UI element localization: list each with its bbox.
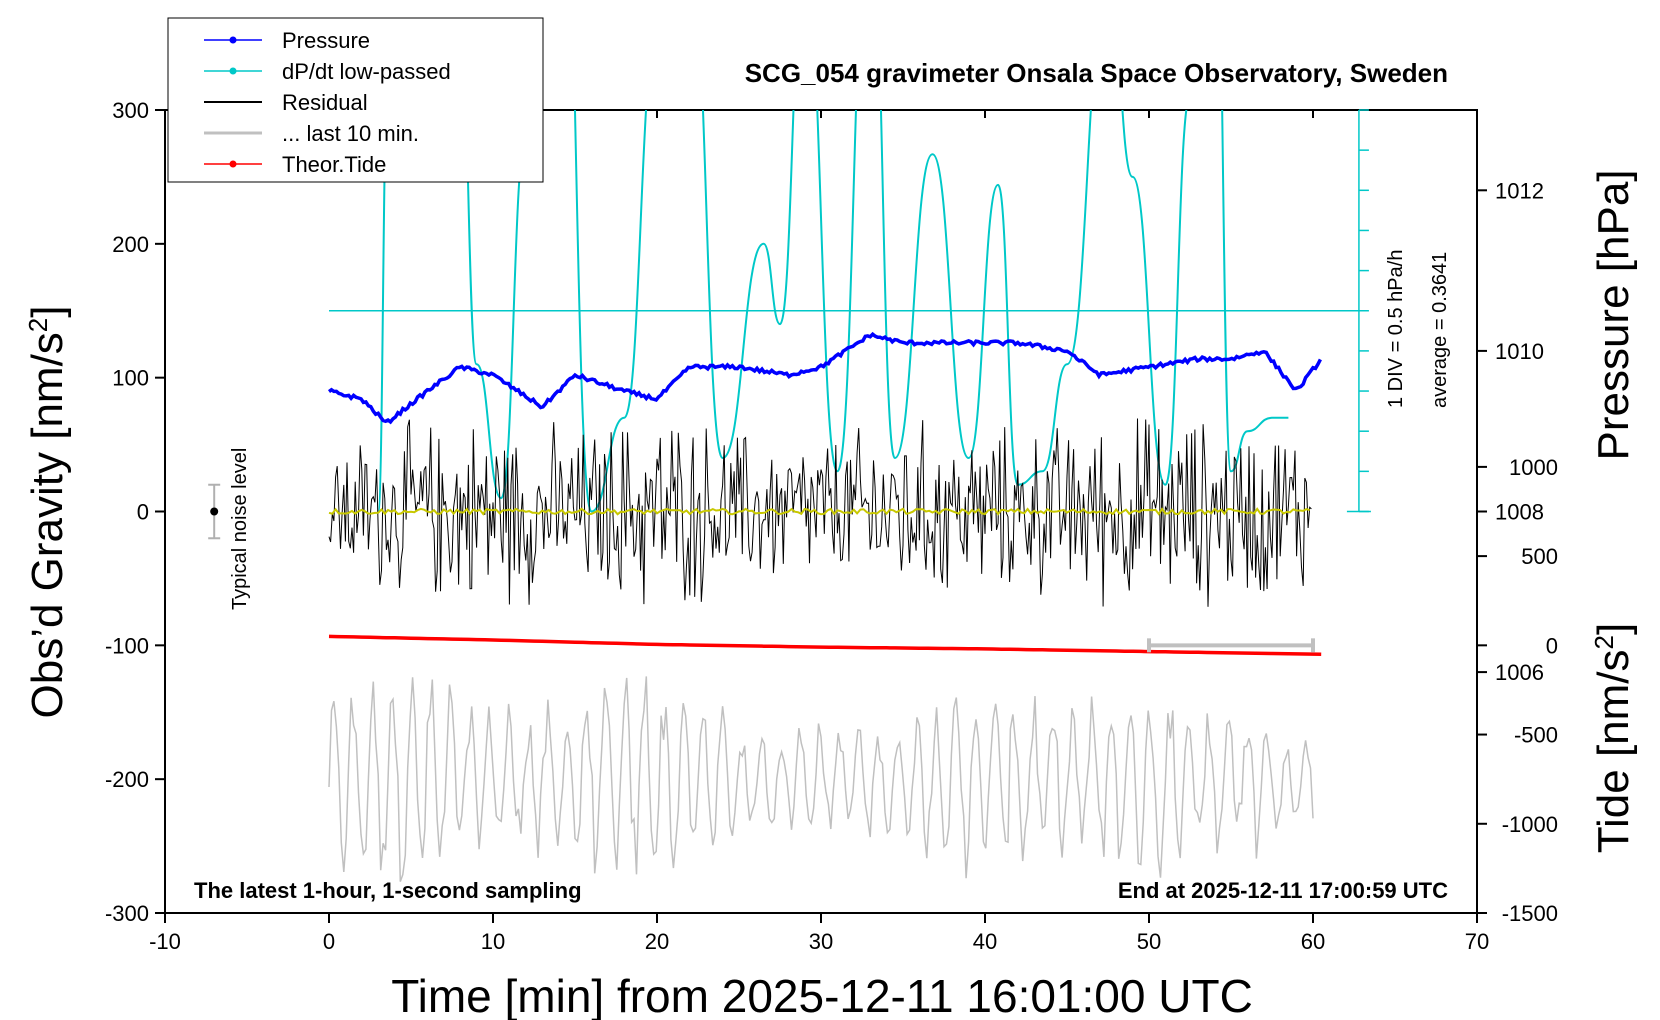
x-tick-label: 10	[481, 929, 505, 954]
y-axis-left-title: Obs’d Gravity [nm/s2]	[23, 305, 72, 718]
legend-label-pressure: Pressure	[282, 28, 370, 53]
y-axis-tide-title: Tide [nm/s2]	[1589, 623, 1638, 853]
axes-layer: -10 0 10 20 30 40 50 60 70-300-200-1000100200300…	[105, 98, 1558, 954]
legend-label-last10: ... last 10 min.	[282, 121, 419, 146]
legend-item-tide: Theor.Tide	[204, 152, 386, 177]
y-tick-label-pressure: 1012	[1495, 178, 1544, 203]
x-tick-label: 50	[1137, 929, 1161, 954]
y-tick-label-tide: -1500	[1502, 901, 1558, 926]
scale-average-label: average = 0.3641	[1429, 252, 1451, 408]
series-dpdt-line	[377, 110, 1289, 513]
y-axis-tide-title-close: ]	[1589, 623, 1638, 635]
x-tick-label: -10	[149, 929, 181, 954]
series-pressure-line	[327, 331, 1322, 425]
y-tick-label-tide: 0	[1546, 633, 1558, 658]
x-tick-label: 70	[1465, 929, 1489, 954]
y-tick-label-left: -200	[105, 767, 149, 792]
x-tick-label: 40	[973, 929, 997, 954]
legend-label-dpdt: dP/dt low-passed	[282, 59, 451, 84]
legend-item-last10: ... last 10 min.	[204, 121, 419, 146]
y-axis-left-title-close: ]	[23, 305, 72, 317]
series-residual-mean-line	[328, 507, 1311, 516]
series-last10-line	[328, 676, 1314, 882]
annotation-end-time: End at 2025-12-11 17:00:59 UTC	[1118, 878, 1448, 903]
y-axis-pressure-title: Pressure [hPa]	[1589, 169, 1638, 460]
y-tick-label-left: 0	[137, 500, 149, 525]
scale-div-label: 1 DIV = 0.5 hPa/h	[1385, 250, 1407, 408]
series-tide-line	[328, 634, 1322, 657]
annotation-sampling: The latest 1-hour, 1-second sampling	[194, 878, 582, 903]
y-tick-label-pressure: 1006	[1495, 660, 1544, 685]
y-tick-label-left: -100	[105, 633, 149, 658]
y-tick-label-pressure: 1010	[1495, 339, 1544, 364]
y-tick-label-tide: -1000	[1502, 812, 1558, 837]
x-tick-label: 30	[809, 929, 833, 954]
y-axis-tide-title-base: Tide [nm/s	[1589, 649, 1638, 853]
y-tick-label-tide: 500	[1521, 544, 1558, 569]
y-tick-label-left: 100	[112, 366, 149, 391]
noise-bar-center	[210, 507, 219, 516]
x-tick-label: 20	[645, 929, 669, 954]
noise-level-label: Typical noise level	[229, 448, 251, 610]
legend-marker-tide	[229, 160, 237, 168]
x-axis-title: Time [min] from 2025-12-11 16:01:00 UTC	[391, 970, 1253, 1020]
legend-marker-dpdt	[229, 67, 237, 75]
y-tick-label-left: 300	[112, 98, 149, 123]
legend-label-tide: Theor.Tide	[282, 152, 386, 177]
x-tick-label: 0	[323, 929, 335, 954]
y-axis-left-title-sup: 2	[23, 318, 53, 332]
legend-box	[167, 17, 544, 183]
legend: Pressure dP/dt low-passed Residual ... l…	[167, 17, 544, 183]
y-tick-label-pressure: 1008	[1495, 500, 1544, 525]
legend-item-residual: Residual	[204, 90, 368, 115]
series-layer	[208, 109, 1371, 882]
legend-marker-pressure	[229, 36, 237, 44]
y-axis-left-title-base: Obs’d Gravity [nm/s	[23, 332, 72, 718]
y-tick-label-tide: 1000	[1509, 455, 1558, 480]
y-tick-label-left: 200	[112, 232, 149, 257]
y-tick-label-left: -300	[105, 901, 149, 926]
legend-label-residual: Residual	[282, 90, 368, 115]
x-tick-label: 60	[1301, 929, 1325, 954]
series-residual-line	[328, 418, 1312, 607]
y-tick-label-tide: -500	[1514, 723, 1558, 748]
y-axis-tide-title-sup: 2	[1589, 635, 1619, 649]
chart-title: SCG_054 gravimeter Onsala Space Observat…	[745, 58, 1448, 88]
legend-item-pressure: Pressure	[204, 28, 370, 53]
legend-item-dpdt: dP/dt low-passed	[204, 59, 451, 84]
